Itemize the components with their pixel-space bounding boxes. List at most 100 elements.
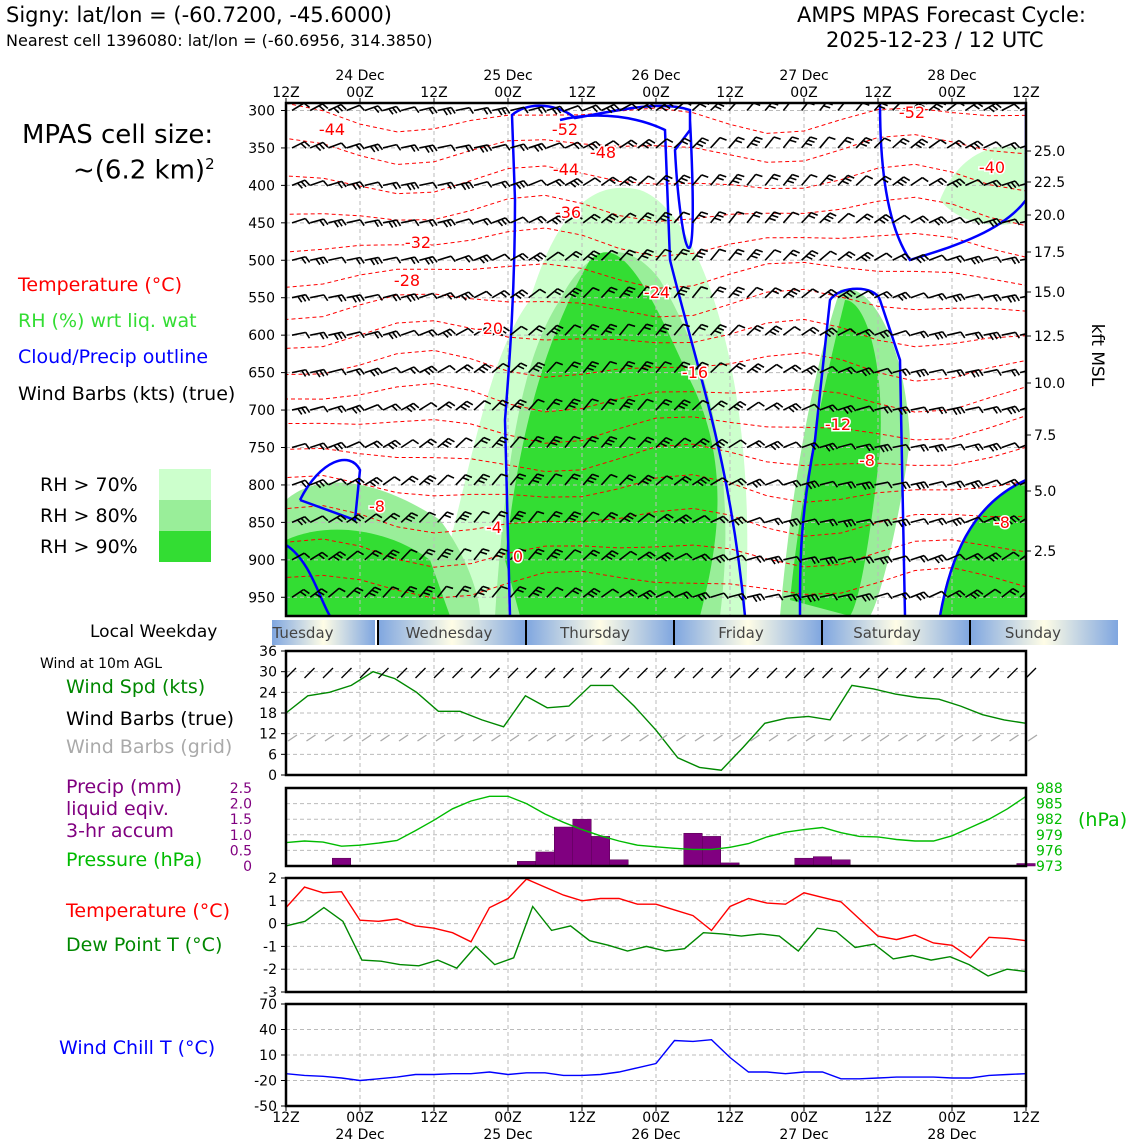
wind-barb bbox=[800, 136, 812, 149]
wind-barb bbox=[819, 250, 832, 261]
wind-barb-feather bbox=[700, 286, 709, 290]
kft-label: 7.5 bbox=[1034, 428, 1056, 444]
wind-barb bbox=[1001, 551, 1014, 561]
wind-barb-feather bbox=[828, 519, 835, 527]
wind-barb-feather bbox=[559, 142, 566, 149]
wind-barb-feather bbox=[1010, 181, 1017, 189]
wind-barb-feather bbox=[374, 549, 382, 555]
wind-barb-feather bbox=[426, 477, 434, 483]
wind-barb-feather bbox=[1013, 551, 1020, 557]
wind-barb bbox=[691, 476, 705, 486]
label-wind-barbs-grid: Wind Barbs (grid) bbox=[66, 736, 233, 758]
wind-barb-feather bbox=[996, 294, 1002, 302]
wind-barb bbox=[947, 406, 962, 411]
wind-barb-feather bbox=[593, 587, 601, 593]
wind-barb bbox=[946, 480, 961, 486]
wind-barb-feather bbox=[952, 519, 959, 527]
wind-barb-feather bbox=[395, 144, 402, 151]
wind-barb bbox=[546, 511, 557, 523]
wind-barb-feather bbox=[1014, 478, 1021, 485]
wind-barb bbox=[782, 103, 791, 111]
wind-barb-feather bbox=[428, 220, 434, 227]
wind-barb-feather bbox=[553, 551, 561, 556]
top-date-label: 27 Dec bbox=[779, 68, 828, 84]
cycle-date: 2025-12-23 / 12 UTC bbox=[826, 28, 1044, 52]
wind-barb-feather bbox=[541, 143, 547, 150]
grid-wind-barb bbox=[361, 734, 372, 742]
wind-barb-feather bbox=[499, 402, 507, 407]
precip-tick-label: 1.0 bbox=[230, 828, 252, 844]
wind-barb bbox=[855, 251, 869, 261]
wind-barb bbox=[764, 517, 779, 524]
wind-barb-feather bbox=[623, 517, 631, 523]
wind-barb bbox=[619, 103, 633, 112]
wind-barb-feather bbox=[572, 589, 580, 595]
wind-barb-feather bbox=[719, 555, 726, 562]
wind-barb-feather bbox=[988, 556, 995, 562]
bottom-hour-label: 00Z bbox=[494, 1110, 521, 1126]
wind-barb-feather bbox=[304, 443, 311, 450]
wind-barb-feather bbox=[520, 325, 528, 331]
wind-barb-feather bbox=[755, 480, 762, 487]
wind-barb-feather bbox=[537, 586, 545, 591]
pressure-level-label: 800 bbox=[248, 478, 275, 494]
wind-barb bbox=[692, 553, 706, 561]
precip-bar bbox=[554, 826, 573, 867]
wind-barb bbox=[291, 406, 306, 411]
wind-barb-feather bbox=[937, 179, 944, 186]
wind-barb-feather bbox=[613, 103, 620, 110]
wind-barb-feather bbox=[500, 473, 509, 478]
surface-wind-barb bbox=[433, 667, 445, 679]
wind-barb-feather bbox=[734, 176, 742, 181]
wind-barb-feather bbox=[823, 217, 831, 223]
wind-barb-feather bbox=[486, 181, 493, 188]
wind-barb bbox=[709, 174, 721, 186]
wind-barb-feather bbox=[340, 104, 347, 111]
wind-barb bbox=[455, 144, 470, 149]
wind-barb-feather bbox=[664, 286, 672, 290]
wind-barb bbox=[328, 218, 343, 224]
wind-barb-feather bbox=[406, 295, 412, 303]
wind-barb-feather bbox=[887, 592, 893, 600]
wind-barb-feather bbox=[808, 252, 816, 258]
wind-barb bbox=[564, 250, 577, 261]
wind-barb-feather bbox=[973, 142, 981, 149]
wind-barb bbox=[819, 136, 830, 149]
wind-barb bbox=[728, 173, 739, 186]
wind-barb-feather bbox=[414, 144, 420, 152]
wind-barb bbox=[509, 436, 521, 449]
wind-barb-feather bbox=[323, 294, 329, 302]
grid-wind-barb bbox=[454, 734, 464, 742]
surface-wind-barb bbox=[970, 667, 981, 679]
wind-barb-feather bbox=[538, 325, 546, 330]
wind-barb-feather bbox=[446, 293, 453, 300]
wind-barb-feather bbox=[432, 292, 438, 300]
wind-barb bbox=[855, 328, 870, 336]
wind-barb-feather bbox=[843, 407, 849, 415]
wind-barb-feather bbox=[941, 554, 948, 561]
wind-barb-feather bbox=[369, 481, 376, 487]
wind-barb-feather bbox=[406, 183, 412, 191]
wind-barb-feather bbox=[485, 327, 492, 333]
wind-barb-feather bbox=[359, 181, 365, 188]
wind-barb bbox=[710, 515, 724, 524]
temp-contour-label: -8 bbox=[859, 451, 875, 470]
wind-barb-feather bbox=[606, 107, 613, 114]
wind-barb-feather bbox=[737, 286, 745, 291]
wind-barb bbox=[655, 323, 666, 336]
grid-wind-barb bbox=[990, 734, 1001, 742]
wind-barb bbox=[928, 368, 943, 374]
wind-barb bbox=[892, 555, 907, 561]
wind-barb-feather bbox=[587, 592, 595, 598]
wind-barb-feather bbox=[719, 136, 727, 141]
wind-barb-feather bbox=[991, 104, 999, 111]
wind-barb-feather bbox=[514, 293, 522, 300]
temp-frame bbox=[284, 876, 1028, 994]
wind-barb-feather bbox=[296, 182, 303, 189]
wind-barb-feather bbox=[752, 595, 758, 603]
wind-barb-feather bbox=[423, 480, 431, 485]
wind-barb bbox=[1019, 370, 1026, 374]
wind-barb-feather bbox=[611, 249, 619, 255]
wind-barb bbox=[582, 549, 594, 561]
wind-barb-feather bbox=[960, 480, 966, 488]
